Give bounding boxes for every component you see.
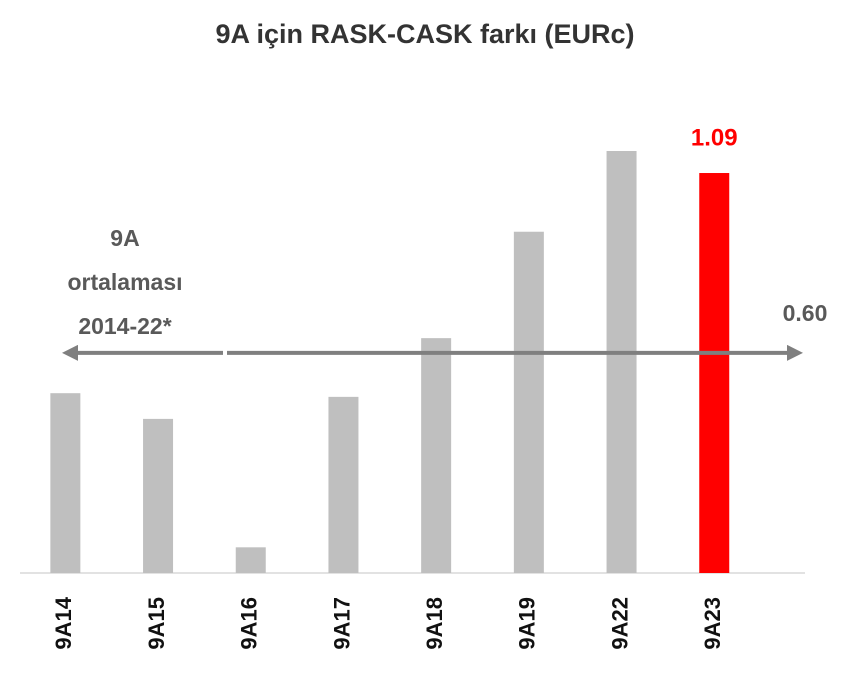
reference-label: 9A bbox=[110, 225, 139, 251]
reference-label: ortalaması bbox=[67, 269, 182, 295]
x-tick-label: 9A14 bbox=[51, 596, 76, 649]
x-tick-label: 9A19 bbox=[515, 597, 540, 650]
x-tick-label: 9A15 bbox=[144, 597, 169, 650]
bar bbox=[699, 173, 730, 573]
x-tick-label: 9A17 bbox=[329, 597, 354, 650]
bar bbox=[606, 151, 637, 573]
reference-value: 0.60 bbox=[783, 300, 828, 326]
reference-label: 2014-22* bbox=[78, 313, 171, 339]
bar bbox=[235, 547, 266, 573]
x-tick-label: 9A16 bbox=[237, 597, 262, 650]
bar bbox=[50, 393, 81, 573]
x-tick-label: 9A22 bbox=[607, 597, 632, 650]
data-label: 1.09 bbox=[691, 124, 738, 151]
bar bbox=[143, 418, 174, 573]
chart-title: 9A için RASK-CASK farkı (EURc) bbox=[215, 19, 634, 49]
bar bbox=[328, 396, 359, 573]
bar bbox=[513, 231, 544, 573]
x-tick-label: 9A18 bbox=[422, 597, 447, 650]
bar bbox=[421, 338, 452, 573]
x-tick-label: 9A23 bbox=[700, 597, 725, 650]
